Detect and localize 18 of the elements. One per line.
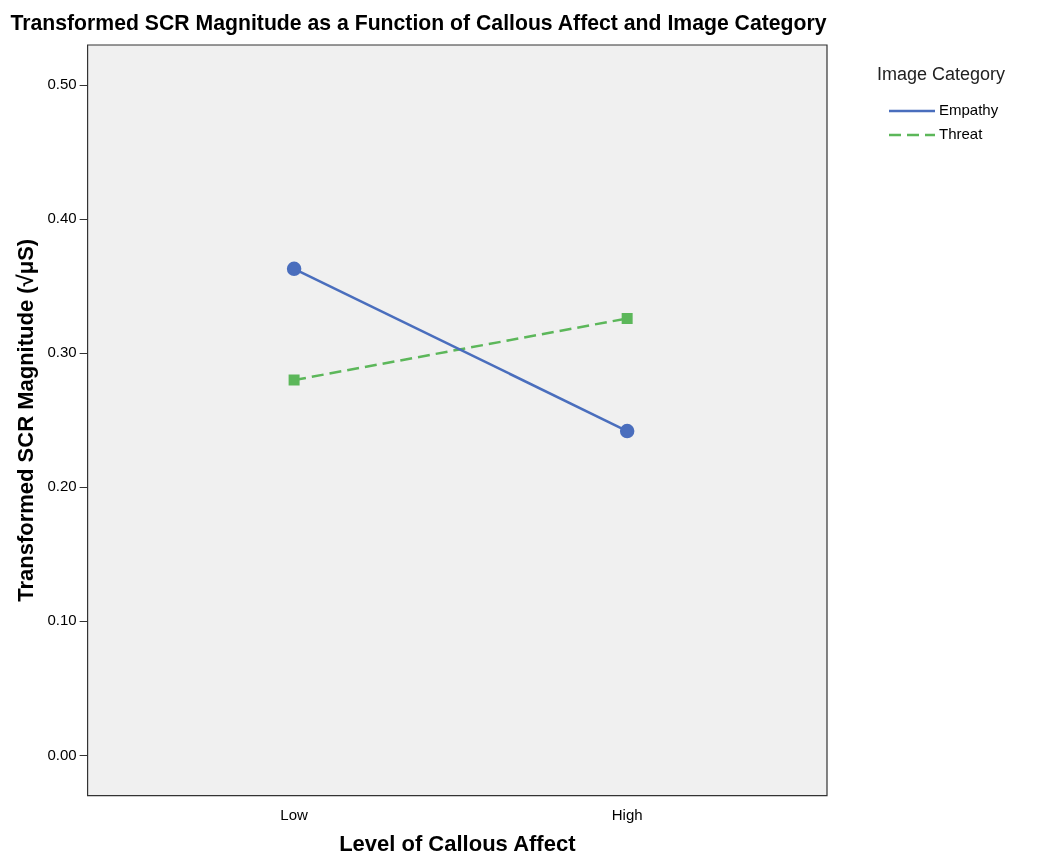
y-tick-label: 0.20 bbox=[47, 477, 77, 495]
legend-label: Threat bbox=[939, 125, 984, 143]
legend-label: Empathy bbox=[939, 101, 999, 119]
x-tick-label: High bbox=[611, 805, 643, 823]
y-tick-label: 0.10 bbox=[47, 611, 77, 629]
y-tick-label: 0.40 bbox=[47, 209, 77, 227]
legend-title: Image Category bbox=[877, 63, 1006, 84]
point bbox=[286, 261, 302, 277]
y-tick-label: 0.50 bbox=[47, 75, 77, 93]
y-tick-label: 0.00 bbox=[47, 745, 77, 763]
point bbox=[288, 374, 300, 386]
y-axis-title: Transformed SCR Magnitude (√μS) bbox=[13, 238, 39, 602]
x-axis-title: Level of Callous Affect bbox=[339, 830, 577, 856]
point bbox=[619, 423, 635, 439]
point bbox=[621, 312, 633, 324]
x-tick-label: Low bbox=[280, 805, 309, 823]
chart-title: Transformed SCR Magnitude as a Function of Callous Affect and Image Category bbox=[10, 9, 827, 36]
y-tick-label: 0.30 bbox=[47, 343, 77, 361]
